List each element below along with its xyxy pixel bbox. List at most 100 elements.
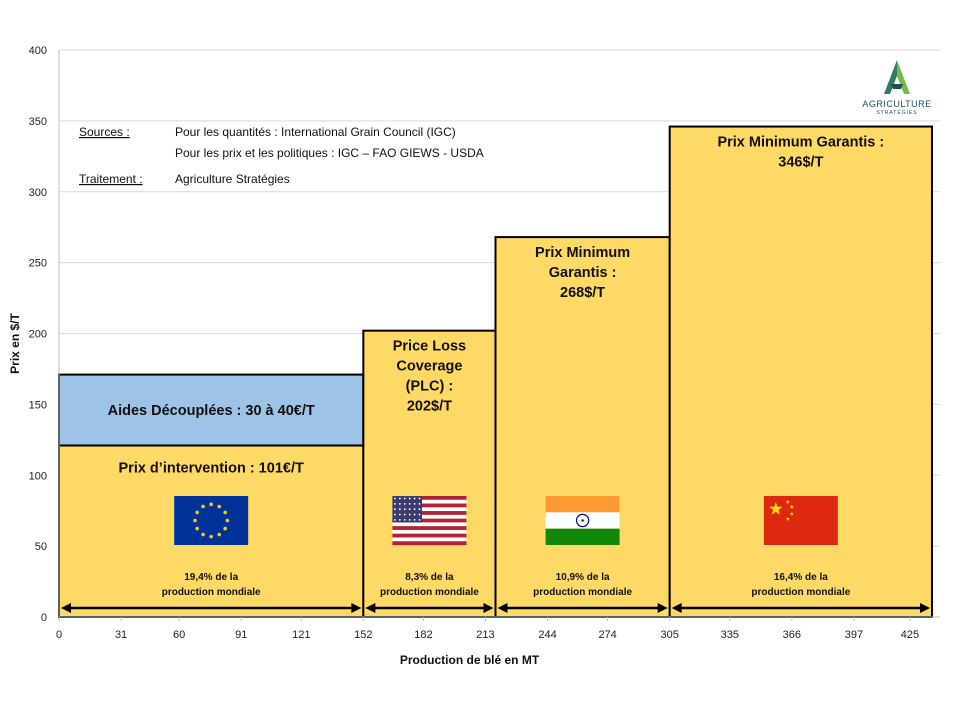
x-tick-label: 397 [845,629,863,641]
usa-star [413,497,416,500]
usa-star [418,508,421,511]
eu-star [209,534,213,539]
usa-stripe [392,511,467,516]
usa-star [403,497,406,500]
usa-stripe [392,503,467,508]
x-tick-label: 121 [292,629,310,641]
x-tick-label: 91 [235,629,247,641]
sources-line-1: Pour les quantités : International Grain… [175,125,456,139]
production-share-label: production mondiale [751,587,850,598]
usa-stripe [392,499,467,504]
india-flag-icon [545,496,620,545]
eu-star [201,532,205,537]
production-share-label: 10,9% de la [556,572,610,583]
bar [362,329,497,618]
y-tick-label: 400 [29,45,47,57]
bar-value-label: Coverage [396,359,462,375]
x-tick-label: 182 [414,629,432,641]
usa-star [394,502,396,505]
usa-star [418,497,421,500]
x-tick-label: 31 [115,629,127,641]
usa-star [394,497,396,500]
x-tick-label: 366 [783,629,801,641]
eu-star [195,526,199,531]
eu-star [217,504,222,509]
y-tick-label: 100 [29,470,47,482]
production-share-label: 8,3% de la [405,572,454,583]
agriculture-strategies-logo: AGRICULTURE STRATÉGIES [862,60,931,116]
bar-labels: Aides Découplées : 30 à 40€/T Prix d’inte… [108,135,885,598]
bar-value-label: 268$/T [560,285,605,301]
x-tick-label: 244 [538,629,556,641]
india-chakra-hub [581,519,584,522]
usa-stripe [392,514,467,519]
usa-star [413,508,416,511]
usa-star [398,497,401,500]
usa-star [418,513,421,516]
china-star [789,511,794,516]
flags [174,496,838,546]
usa-star [394,518,396,521]
india-saffron [545,496,620,513]
usa-stripe [392,537,467,542]
usa-stripe [392,541,467,546]
aid-label: Aides Découplées : 30 à 40€/T [108,403,315,419]
china-flag-icon [763,496,838,545]
y-tick-label: 150 [29,399,47,411]
bar-aid-segment [58,373,365,447]
bar-value-label: Price Loss [393,339,466,355]
axes: 0 50 100 150 200 250 300 350 400 0 31 60 91 121 152 182… [8,45,940,667]
usa-star [394,508,396,511]
usa-star [398,508,401,511]
production-share-label: production mondiale [533,587,632,598]
x-tick-label: 274 [598,629,616,641]
arrow-head-right [919,603,930,613]
bar-value-label: 346$/T [778,155,823,171]
arrow-head-right [483,603,494,613]
india-green [545,528,620,545]
india-chakra [575,513,590,528]
x-tick-label: 305 [661,629,679,641]
treatment-label: Traitement : [79,172,143,186]
x-tick-label: 0 [56,629,62,641]
arrow-head-left [61,603,71,613]
x-tick-label: 213 [476,629,494,641]
bar-value-label: (PLC) : [406,379,454,395]
arrow-head-left [497,603,508,613]
eu-flag-icon [174,496,249,545]
treatment-value: Agriculture Stratégies [175,172,290,186]
y-tick-label: 350 [29,116,47,128]
usa-star [418,502,421,505]
logo-sub: STRATÉGIES [876,109,917,116]
china-star [785,516,790,521]
usa-canton [392,496,423,523]
agriculture-strategies-logo-icon [884,60,910,94]
usa-star [403,508,406,511]
usa-star [408,518,411,521]
usa-flag-icon [392,496,467,546]
x-tick-label: 335 [721,629,739,641]
eu-star [193,518,197,523]
bar-value-label: Prix d’intervention : 101€/T [119,460,304,476]
usa-stripe [392,507,467,512]
usa-star [408,497,411,500]
eu-star [225,518,230,523]
y-tick-label: 50 [35,541,47,553]
y-tick-label: 0 [41,612,47,624]
usa-stripe [392,529,467,534]
bar-value-label: Prix Minimum Garantis : [717,135,884,151]
usa-star [408,513,411,516]
china-field [763,496,838,545]
bar-value-label: Garantis : [549,265,617,281]
bar-value-label: 202$/T [407,399,452,415]
x-tick-label: 152 [354,629,372,641]
logo-name: AGRICULTURE [862,99,931,109]
usa-star [403,513,406,516]
y-tick-label: 250 [29,258,47,270]
production-share-label: production mondiale [380,587,479,598]
eu-star [209,502,213,507]
usa-star [403,502,406,505]
usa-star [403,518,406,521]
usa-star [413,502,416,505]
